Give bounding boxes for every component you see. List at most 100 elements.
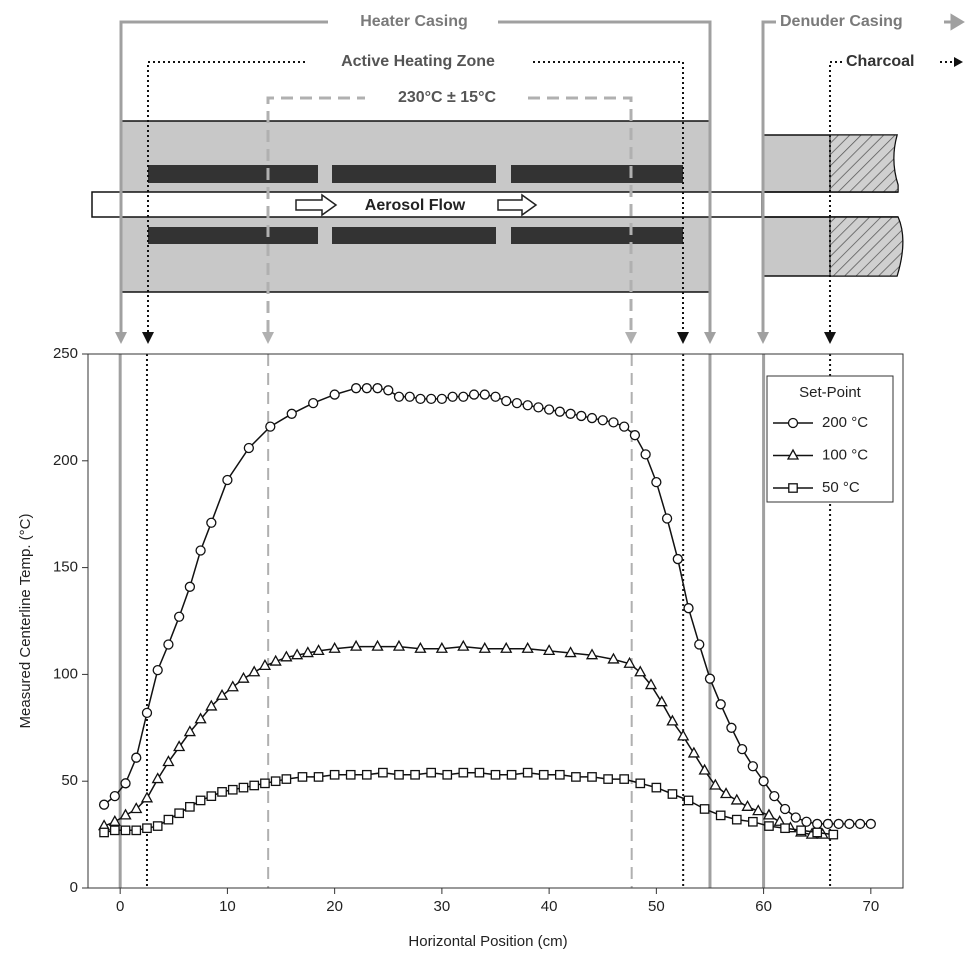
point — [666, 714, 679, 726]
point — [780, 823, 790, 834]
point — [435, 641, 448, 653]
point — [597, 415, 608, 426]
point — [291, 648, 304, 660]
point — [308, 397, 319, 409]
point — [152, 664, 163, 676]
arrow — [944, 13, 965, 31]
point — [162, 755, 175, 767]
point — [651, 782, 662, 793]
x-tick-label: 70 — [862, 898, 879, 915]
arrow — [954, 57, 963, 67]
point — [667, 789, 678, 799]
point — [142, 823, 152, 834]
legend: Set-Point 200 °C 100 °C 50 °C — [766, 375, 894, 503]
point — [243, 442, 255, 454]
point — [119, 808, 132, 820]
point — [511, 397, 523, 409]
point — [521, 641, 534, 653]
label-bg — [305, 50, 530, 74]
point — [215, 688, 229, 700]
point — [543, 404, 555, 415]
active-label: Active Heating Zone — [341, 53, 495, 70]
point — [258, 659, 272, 671]
point — [371, 639, 384, 651]
legend-box — [766, 375, 894, 503]
y-tick-label: 0 — [70, 879, 78, 896]
label-bg — [365, 86, 525, 110]
heating-elements — [148, 165, 683, 244]
series — [97, 639, 829, 839]
point — [350, 383, 362, 394]
point — [854, 818, 866, 830]
point — [844, 818, 855, 830]
series-line — [103, 387, 871, 825]
point — [501, 395, 512, 407]
point — [131, 752, 142, 763]
point — [585, 648, 599, 660]
point — [185, 801, 195, 812]
point — [426, 393, 437, 405]
point — [414, 641, 427, 653]
series — [98, 383, 876, 830]
point — [458, 767, 469, 778]
point — [281, 774, 292, 784]
point — [629, 430, 641, 441]
point — [120, 778, 131, 789]
point — [752, 804, 765, 816]
point — [490, 769, 501, 780]
point — [447, 391, 458, 402]
x-tick-label: 30 — [434, 898, 451, 915]
point — [790, 812, 801, 823]
point — [741, 799, 754, 811]
series-line — [103, 771, 834, 836]
point — [238, 782, 249, 793]
point — [764, 821, 774, 831]
point — [773, 814, 786, 826]
point — [195, 545, 206, 556]
point — [205, 699, 218, 711]
point — [237, 671, 250, 683]
legend-title: Set-Point — [799, 384, 862, 401]
point — [479, 389, 490, 400]
point — [683, 603, 694, 614]
point — [490, 391, 501, 402]
point — [468, 389, 480, 400]
point — [522, 400, 533, 411]
point — [378, 767, 388, 778]
tube — [91, 191, 763, 218]
point — [183, 725, 196, 737]
point — [730, 793, 743, 805]
point — [280, 650, 293, 662]
point — [715, 699, 726, 710]
plot-frame — [87, 353, 904, 889]
point — [286, 408, 297, 419]
point — [426, 767, 437, 778]
point — [651, 477, 662, 488]
point — [184, 581, 196, 592]
point — [762, 808, 776, 820]
point — [248, 665, 261, 677]
point — [195, 795, 206, 806]
point — [270, 776, 281, 787]
x-tick-label: 0 — [116, 898, 124, 915]
point — [329, 389, 340, 400]
point — [564, 646, 577, 658]
point — [206, 791, 217, 802]
y-tick-label: 100 — [53, 665, 78, 682]
y-tick-label: 50 — [61, 772, 78, 789]
point — [163, 639, 174, 650]
point — [640, 449, 651, 460]
point — [506, 769, 517, 780]
point — [152, 821, 163, 831]
point — [623, 656, 636, 668]
point — [372, 383, 383, 394]
point — [812, 827, 823, 838]
point — [644, 678, 658, 690]
point — [393, 391, 405, 402]
x-tick-label: 60 — [755, 898, 772, 915]
point — [603, 774, 613, 784]
point — [174, 808, 185, 819]
point — [478, 641, 491, 653]
point — [442, 769, 453, 780]
